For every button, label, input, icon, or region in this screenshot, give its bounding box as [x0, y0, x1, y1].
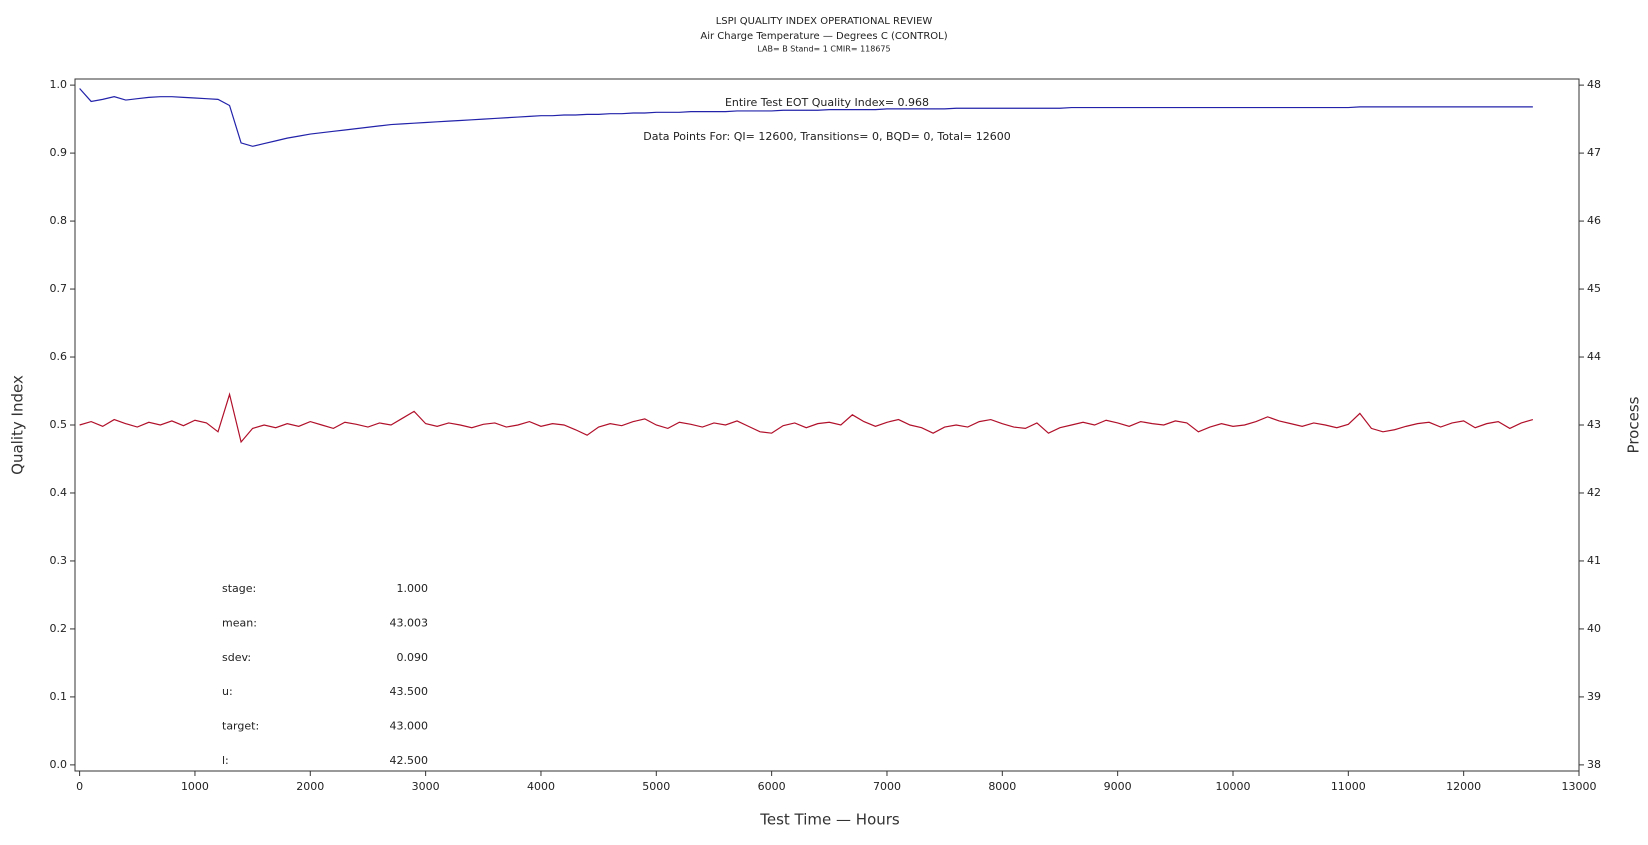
x-tick-label: 10000 [1215, 780, 1250, 793]
chart-caption: LAB= B Stand= 1 CMIR= 118675 [757, 45, 890, 54]
y2-tick-label: 46 [1587, 214, 1601, 227]
x-tick-label: 2000 [296, 780, 324, 793]
stat-label: stage: [222, 582, 256, 595]
y2-tick-label: 44 [1587, 350, 1601, 363]
annotation: Entire Test EOT Quality Index= 0.968 [725, 96, 929, 109]
y-tick-label: 0.7 [50, 282, 68, 295]
y2-axis-label: Process [1625, 396, 1643, 453]
stat-label: target: [222, 720, 259, 733]
y-tick-label: 0.3 [50, 554, 68, 567]
x-tick-label: 7000 [873, 780, 901, 793]
stat-value: 42.500 [390, 754, 429, 767]
chart-title: LSPI QUALITY INDEX OPERATIONAL REVIEW [716, 16, 933, 27]
x-tick-label: 11000 [1331, 780, 1366, 793]
stat-label: mean: [222, 616, 257, 629]
y2-tick-label: 47 [1587, 146, 1601, 159]
y2-tick-label: 39 [1587, 690, 1601, 703]
x-tick-label: 0 [76, 780, 83, 793]
y2-tick-label: 43 [1587, 418, 1601, 431]
y2-tick-label: 40 [1587, 622, 1601, 635]
x-tick-label: 13000 [1562, 780, 1597, 793]
y-tick-label: 0.5 [50, 418, 68, 431]
y-tick-label: 0.0 [50, 758, 68, 771]
stat-value: 43.000 [390, 720, 429, 733]
y-axis-label: Quality Index [9, 375, 27, 475]
y2-tick-label: 38 [1587, 758, 1601, 771]
x-tick-label: 4000 [527, 780, 555, 793]
y-tick-label: 0.1 [50, 690, 68, 703]
y2-tick-label: 48 [1587, 78, 1601, 91]
y-tick-label: 0.4 [50, 486, 68, 499]
y-tick-label: 0.8 [50, 214, 68, 227]
x-tick-label: 1000 [181, 780, 209, 793]
x-tick-label: 12000 [1446, 780, 1481, 793]
x-tick-label: 8000 [988, 780, 1016, 793]
x-tick-label: 9000 [1104, 780, 1132, 793]
y-tick-label: 0.2 [50, 622, 68, 635]
y-tick-label: 0.6 [50, 350, 68, 363]
y2-tick-label: 41 [1587, 554, 1601, 567]
y-tick-label: 0.9 [50, 146, 68, 159]
stat-label: u: [222, 685, 233, 698]
series-line [79, 88, 1533, 147]
stat-value: 0.090 [397, 651, 429, 664]
chart-subtitle: Air Charge Temperature — Degrees C (CONT… [700, 31, 947, 42]
y-tick-label: 1.0 [50, 78, 68, 91]
stat-value: 43.003 [390, 616, 429, 629]
y2-tick-label: 45 [1587, 282, 1601, 295]
stat-label: l: [222, 754, 229, 767]
annotation: Data Points For: QI= 12600, Transitions=… [643, 130, 1011, 143]
stat-label: sdev: [222, 651, 251, 664]
x-tick-label: 5000 [642, 780, 670, 793]
stat-value: 1.000 [397, 582, 429, 595]
y2-tick-label: 42 [1587, 486, 1601, 499]
stat-value: 43.500 [390, 685, 429, 698]
x-axis-label: Test Time — Hours [759, 811, 900, 829]
x-tick-label: 6000 [758, 780, 786, 793]
series-line [79, 392, 1534, 444]
x-tick-label: 3000 [412, 780, 440, 793]
